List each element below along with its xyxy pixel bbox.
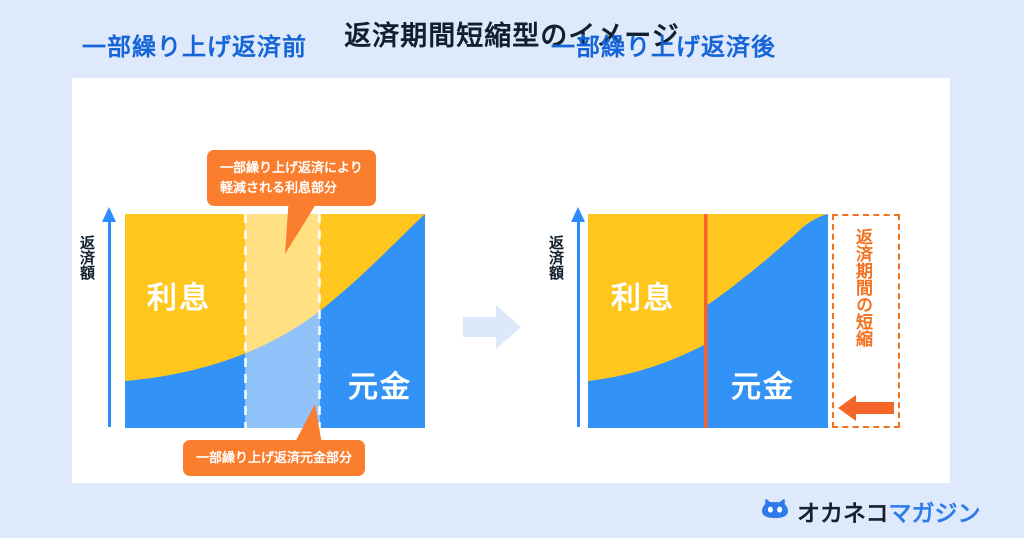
principal-area-after-pre (588, 344, 706, 428)
y-axis-after: 返済額 (543, 207, 589, 427)
shortened-period-box (832, 214, 900, 428)
y-axis-before: 返済額 (74, 207, 120, 427)
logo-text: オカネコマガジン (797, 494, 981, 528)
axis-line (108, 221, 111, 427)
callout-interest-reduced-line2: 軽減される利息部分 (220, 180, 338, 196)
principal-label-before: 元金 (348, 371, 412, 404)
principal-label-after: 元金 (731, 371, 795, 404)
callout-interest-reduced: 一部繰り上げ返済により 軽減される利息部分 (207, 150, 376, 207)
arrow-up-icon (571, 207, 585, 222)
arrow-up-icon (102, 207, 116, 222)
logo-name-primary: オカネコ (797, 500, 889, 526)
cat-face-icon (762, 499, 788, 523)
logo: オカネコマガジン (762, 494, 981, 528)
highlight-band-before (244, 214, 321, 428)
panel-heading-before: 一部繰り上げ返済前 (82, 34, 307, 61)
shortened-period-label: 返済期間の短縮 (853, 228, 872, 347)
interest-label-after: 利息 (611, 282, 675, 315)
interest-label-before: 利息 (147, 282, 211, 315)
principal-area-after-post (706, 214, 828, 428)
principal-area-before (125, 214, 425, 428)
y-axis-label-after: 返済額 (547, 235, 564, 280)
y-axis-label-before: 返済額 (78, 235, 95, 280)
logo-name-secondary: マガジン (888, 500, 981, 526)
chart-after (588, 214, 828, 428)
callout-interest-reduced-line1: 一部繰り上げ返済により (220, 160, 363, 175)
callout-principal-prepaid: 一部繰り上げ返済元金部分 (183, 440, 366, 477)
arrow-left-icon (838, 393, 894, 428)
panel-heading-after: 一部繰り上げ返済後 (551, 34, 776, 61)
axis-line (577, 221, 580, 427)
prepayment-marker-line (704, 214, 708, 428)
page-title: 返済期間短縮型のイメージ (344, 21, 680, 51)
chart-before (125, 214, 425, 428)
arrow-right-icon (463, 305, 521, 354)
